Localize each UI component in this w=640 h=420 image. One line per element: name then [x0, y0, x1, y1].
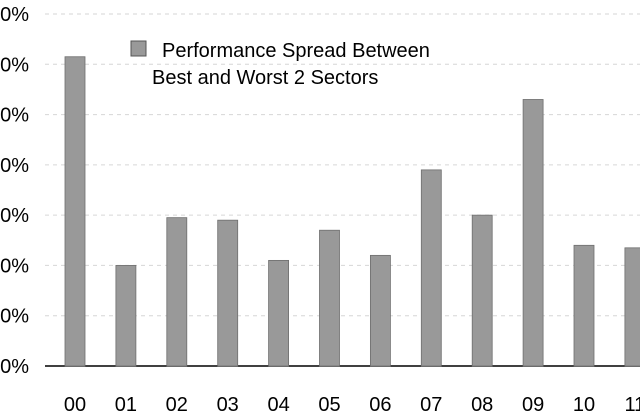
x-tick-label: 01 [115, 394, 137, 416]
y-tick-label: 70% [0, 4, 29, 26]
legend-line-1: Performance Spread Between [162, 40, 430, 62]
y-tick-label: 40% [0, 155, 29, 177]
y-tick-label: 20% [0, 255, 29, 277]
x-tick-label: 03 [217, 394, 239, 416]
x-tick-label: 11 [625, 394, 640, 416]
legend-line-2: Best and Worst 2 Sectors [152, 67, 378, 89]
grid-lines [45, 13, 640, 317]
bar [115, 265, 137, 367]
x-tick-label: 09 [522, 394, 544, 416]
bar [64, 56, 86, 367]
bar [166, 217, 188, 367]
bar [624, 247, 640, 367]
bars [64, 56, 640, 367]
x-tick-label: 02 [166, 394, 188, 416]
legend: Performance Spread Between Best and Wors… [130, 40, 430, 89]
y-tick-label: 30% [0, 205, 29, 227]
x-tick-label: 08 [471, 394, 493, 416]
bar [319, 229, 340, 367]
legend-swatch [130, 40, 147, 57]
x-tick-label: 00 [64, 394, 86, 416]
y-tick-labels: 0% 10% 20% 30% 40% 50% 60% 70% [0, 4, 29, 378]
y-tick-label: 50% [0, 105, 29, 127]
y-tick-label: 10% [0, 306, 29, 328]
x-tick-label: 07 [420, 394, 442, 416]
x-tick-label: 10 [573, 394, 595, 416]
bar [268, 259, 290, 367]
bar [573, 244, 595, 367]
x-tick-label: 05 [318, 394, 340, 416]
y-tick-label: 60% [0, 54, 29, 76]
bar [369, 254, 391, 367]
y-tick-label: 0% [0, 356, 29, 378]
bar [420, 169, 442, 367]
x-tick-label: 04 [267, 394, 289, 416]
bar [522, 99, 544, 367]
bar [217, 219, 239, 367]
bar [471, 214, 493, 367]
x-tick-labels: 00 01 02 03 04 05 06 07 08 09 10 11 [64, 394, 640, 416]
x-tick-label: 06 [369, 394, 391, 416]
